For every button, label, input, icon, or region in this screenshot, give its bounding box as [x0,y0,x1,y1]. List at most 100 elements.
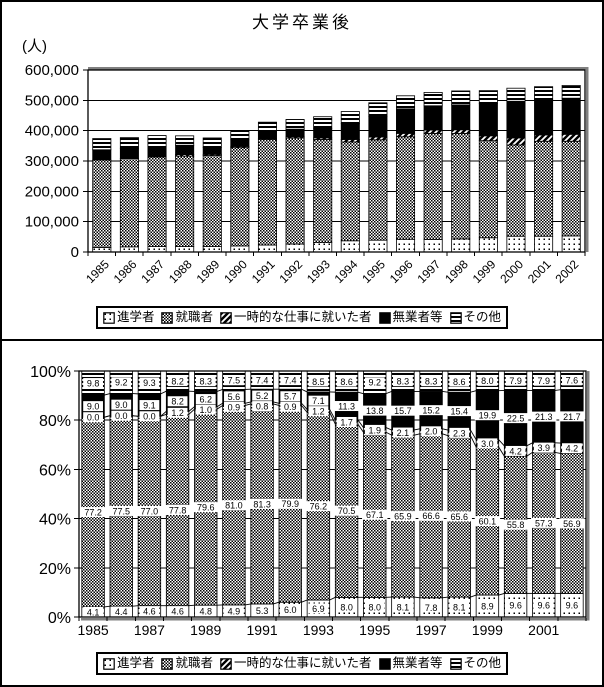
bar-segment [230,147,250,247]
bar-segment [285,243,305,253]
bar-segment [147,246,167,253]
bar-segment [313,127,333,139]
bar-segment [202,137,222,148]
x-tick-label: 1993 [304,257,333,286]
series-line [188,406,195,412]
series-line [498,446,505,457]
data-label-box [224,605,244,616]
x-tick-label: 1987 [134,622,165,638]
data-label: 8.6 [453,377,466,387]
data-label-box [446,511,472,522]
legend-item: 就職者 [161,655,213,672]
bar-segment [202,146,222,155]
data-label-box [533,375,554,386]
bar-segment [92,247,112,253]
bar-segment [147,146,167,158]
x-tick-label: 1992 [276,257,305,286]
data-label-box [252,390,272,401]
data-label-box [562,443,582,454]
data-label-box [364,602,385,613]
x-tick-label: 2001 [525,257,554,286]
y-tick-label: 20% [39,561,71,578]
data-label-box [167,376,188,387]
data-label: 65.9 [394,512,412,522]
bar-segment [202,155,222,247]
y-tick-label: 600,000 [25,62,79,79]
legend-item: 一時的な仕事に就いた者 [220,309,372,326]
y-tick-label: 400,000 [25,123,79,140]
data-label-box [111,377,132,388]
bar-segment [534,86,554,101]
series-line [216,389,223,392]
bar-segment [230,139,250,147]
data-label: 4.9 [228,606,241,616]
data-label: 4.6 [171,607,184,617]
bar-segment [451,238,471,253]
legend-item: その他 [449,309,501,326]
bar-segment [506,100,526,139]
data-label: 5.7 [284,392,297,402]
data-label-box [139,606,160,617]
percent-stacked-bar-chart: 100%80%60%40%20%0%9.89.00.077.24.19.29.0… [30,364,590,638]
data-label-box [280,375,301,386]
data-label-box [305,501,332,512]
series-line [442,433,449,437]
data-label-box [308,406,329,417]
data-label-box [333,505,360,516]
series-line [357,391,364,395]
data-label: 9.2 [368,378,381,388]
x-tick-label: 1991 [247,622,278,638]
bar-segment [313,139,333,243]
series-line [160,390,167,395]
y-tick-label: 500,000 [25,92,79,109]
data-label-box [167,606,188,617]
y-tick-label: 100% [30,364,71,381]
y-tick-label: 0 [71,244,79,261]
bar-segment [92,149,112,161]
x-tick-label: 2002 [553,257,582,286]
x-tick-label: 2001 [528,622,559,638]
series-line [414,433,420,436]
data-label: 7.8 [425,603,438,613]
series-line [329,409,336,421]
data-label-box [418,510,444,521]
data-label-box [280,401,301,412]
bar-segment [313,242,333,253]
bar-segment [257,139,277,246]
x-tick-label: 1995 [359,622,390,638]
series-line [526,442,533,447]
data-label-box [108,505,134,516]
data-label-box [193,502,219,513]
data-label-box [195,606,216,617]
data-label: 11.3 [338,401,355,411]
data-label-box [136,505,163,516]
data-label-box [362,405,388,416]
bar-segment [313,116,333,129]
series-line [188,604,195,607]
data-label: 7.9 [537,376,550,386]
bar-segment [368,139,388,241]
data-label: 6.0 [284,605,297,615]
count-stacked-bar-chart: 600,000 500,000 400,000 300,000 200,000 100,0… [25,62,589,286]
data-label: 8.6 [340,377,353,387]
data-label-box [505,445,526,456]
data-label: 8.1 [453,602,466,612]
legend-label: 一時的な仕事に就いた者 [233,656,372,670]
data-label: 1.9 [368,425,381,435]
bar-segment [119,137,139,149]
series-line [132,415,139,417]
series-line [554,389,561,391]
data-label: 81.0 [225,501,243,511]
hlines-swatch-icon [449,657,462,670]
data-label: 4.8 [199,606,212,616]
series-line [273,601,280,605]
data-label: 77.5 [112,506,130,516]
legend-item: 進学者 [103,655,154,672]
data-label: 1.2 [312,407,325,417]
top-chart-panel: 大学卒業後 (人) 600,000 500,000 400,000 300,000 20… [2,2,602,341]
bar-segment [423,129,443,134]
data-label-box [562,375,582,386]
data-label-box [308,376,329,387]
data-label: 0.0 [115,411,128,421]
data-label-box [421,602,441,613]
